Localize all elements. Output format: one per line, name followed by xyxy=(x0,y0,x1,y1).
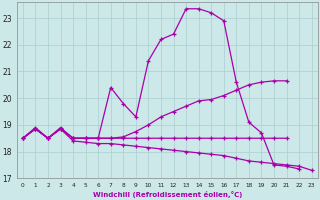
X-axis label: Windchill (Refroidissement éolien,°C): Windchill (Refroidissement éolien,°C) xyxy=(92,191,242,198)
